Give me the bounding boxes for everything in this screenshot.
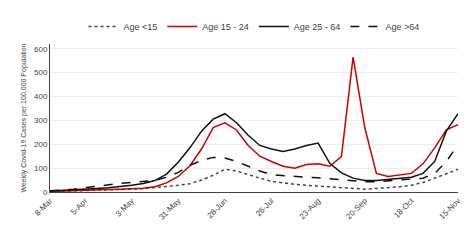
svg-text:26-Jul: 26-Jul [254, 196, 276, 218]
svg-text:8-Mar: 8-Mar [33, 196, 54, 217]
svg-text:23-Aug: 23-Aug [298, 196, 323, 221]
svg-text:3-May: 3-May [114, 196, 136, 218]
svg-text:100: 100 [34, 164, 48, 173]
svg-text:300: 300 [34, 116, 48, 125]
svg-text:600: 600 [34, 45, 48, 54]
svg-text:Age 25 - 64: Age 25 - 64 [294, 22, 341, 32]
svg-text:5-Apr: 5-Apr [69, 196, 89, 216]
svg-text:20-Sep: 20-Sep [344, 196, 369, 221]
svg-text:31-May: 31-May [157, 196, 182, 221]
svg-text:28-Jun: 28-Jun [205, 196, 229, 220]
svg-text:200: 200 [34, 140, 48, 149]
svg-text:400: 400 [34, 92, 48, 101]
svg-text:0: 0 [43, 188, 48, 197]
svg-text:15-Nov: 15-Nov [438, 196, 463, 221]
svg-text:Age >64: Age >64 [385, 22, 419, 32]
svg-text:Age <15: Age <15 [124, 22, 158, 32]
svg-text:Weekly Covid-19 Cases per 100,: Weekly Covid-19 Cases per 100,000 Popula… [20, 43, 28, 192]
svg-text:Age 15 - 24: Age 15 - 24 [202, 22, 249, 32]
svg-text:500: 500 [34, 68, 48, 77]
svg-text:18-Oct: 18-Oct [392, 196, 416, 220]
